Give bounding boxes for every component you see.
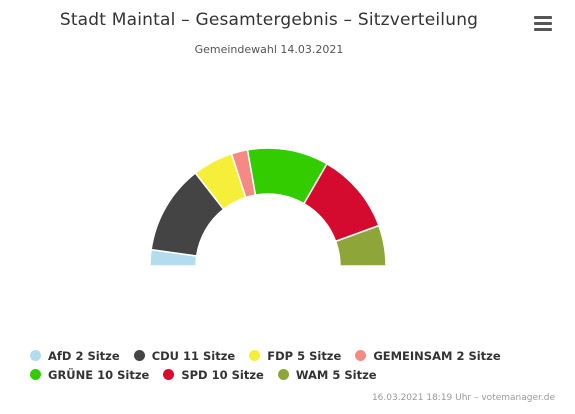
legend-item-cdu[interactable]: CDU 11 Sitze	[133, 348, 236, 363]
legend-marker	[355, 350, 367, 361]
chart-title: Stadt Maintal – Gesamtergebnis – Sitzver…	[59, 10, 479, 30]
legend-item-gruene[interactable]: GRÜNE 10 Sitze	[30, 368, 149, 382]
chart-legend: AfD 2 Sitze CDU 11 Sitze FDP 5 Sitze GEM…	[30, 346, 550, 384]
hamburger-menu-icon[interactable]	[532, 16, 554, 36]
legend-label: GRÜNE 10 Sitze	[48, 367, 150, 382]
legend-label: FDP 5 Sitze	[267, 348, 342, 363]
legend-row: AfD 2 Sitze CDU 11 Sitze FDP 5 Sitze GEM…	[30, 346, 550, 365]
legend-marker	[163, 369, 175, 380]
legend-item-spd[interactable]: SPD 10 Sitze	[163, 367, 264, 382]
legend-item-gemeinsam[interactable]: GEMEINSAM 2 Sitze	[355, 348, 501, 363]
legend-item-wam[interactable]: WAM 5 Sitze	[277, 367, 377, 382]
legend-marker	[30, 369, 41, 380]
legend-marker	[277, 369, 289, 380]
legend-label: WAM 5 Sitze	[295, 367, 377, 382]
legend-marker	[133, 350, 145, 361]
legend-marker	[249, 350, 261, 361]
seat-segment-wam[interactable]	[334, 224, 387, 267]
legend-label: CDU 11 Sitze	[151, 348, 236, 363]
legend-label: SPD 10 Sitze	[181, 367, 264, 382]
chart-subtitle: Gemeindewahl 14.03.2021	[194, 43, 344, 56]
legend-marker	[30, 350, 41, 361]
chart-credit: 16.03.2021 18:19 Uhr – votemanager.de	[371, 393, 555, 403]
legend-item-fdp[interactable]: FDP 5 Sitze	[249, 349, 341, 363]
legend-label: GEMEINSAM 2 Sitze	[373, 348, 501, 363]
legend-item-afd[interactable]: AfD 2 Sitze	[30, 349, 120, 363]
seat-distribution-chart	[149, 147, 387, 267]
legend-row: GRÜNE 10 Sitze SPD 10 Sitze WAM 5 Sitze	[30, 365, 550, 384]
legend-label: AfD 2 Sitze	[48, 348, 120, 363]
